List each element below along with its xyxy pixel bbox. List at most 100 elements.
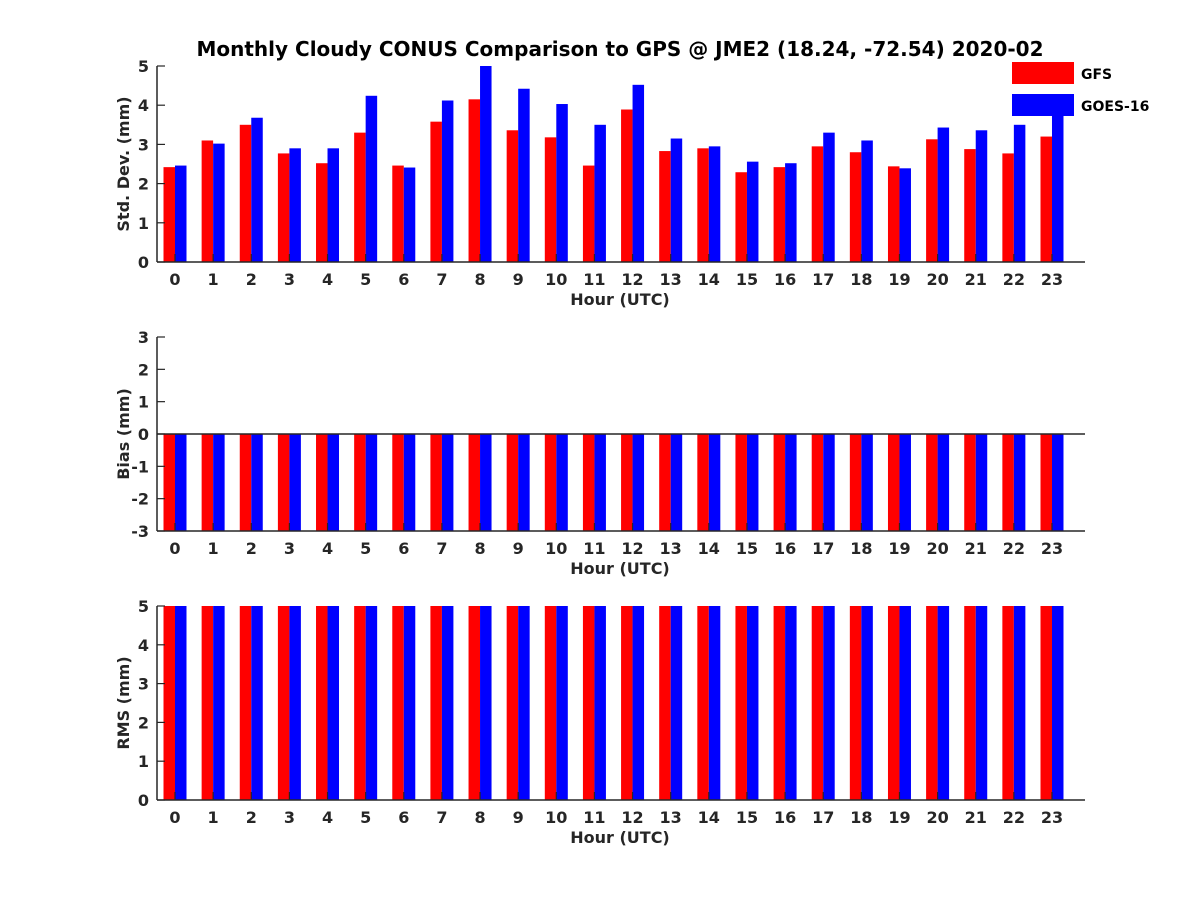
bias-x-tick-label: 23 — [1041, 539, 1063, 558]
rms-bar-gfs-hour-2 — [239, 606, 252, 800]
bias-y-tick-label: 0 — [138, 425, 149, 444]
bias-bar-gfs-hour-9 — [506, 434, 519, 531]
bias-bar-goes16-hour-13 — [670, 434, 683, 531]
bias-bar-gfs-hour-23 — [1040, 434, 1052, 531]
bias-x-tick-label: 10 — [545, 539, 567, 558]
bias-y-axis-label: Bias (mm) — [114, 388, 133, 480]
bias-x-tick-label: 7 — [436, 539, 447, 558]
bias-bar-gfs-hour-8 — [468, 434, 481, 531]
rms-bar-goes16-hour-9 — [518, 606, 530, 800]
bias-bar-gfs-hour-21 — [964, 434, 976, 531]
std-dev-bar-goes16-hour-17 — [823, 132, 835, 262]
std-dev-bar-goes16-hour-4 — [327, 148, 340, 262]
bias-bar-gfs-hour-0 — [163, 434, 175, 531]
bias-x-tick-label: 15 — [736, 539, 758, 558]
rms-y-tick-label: 4 — [138, 636, 149, 655]
rms-bar-gfs-hour-17 — [811, 606, 824, 800]
rms-x-tick-label: 6 — [398, 808, 409, 827]
bias-bar-goes16-hour-12 — [632, 434, 645, 531]
bias-bar-goes16-hour-20 — [937, 434, 950, 531]
bias-bar-goes16-hour-18 — [861, 434, 873, 531]
rms-x-tick-label: 20 — [926, 808, 948, 827]
rms-y-tick-label: 3 — [138, 675, 149, 694]
std-dev-x-tick-label: 18 — [850, 270, 872, 289]
rms-x-tick-label: 4 — [322, 808, 333, 827]
rms-x-tick-label: 0 — [169, 808, 180, 827]
rms-y-tick-label: 1 — [138, 752, 149, 771]
std-dev-bar-goes16-hour-15 — [746, 161, 759, 262]
std-dev-y-tick-label: 1 — [138, 214, 149, 233]
std-dev-bar-gfs-hour-8 — [468, 99, 481, 262]
std-dev-bar-gfs-hour-16 — [773, 167, 786, 262]
bias-bar-gfs-hour-7 — [430, 434, 442, 531]
bias-bar-goes16-hour-8 — [480, 434, 492, 531]
rms-bar-gfs-hour-13 — [659, 606, 671, 800]
std-dev-x-axis-label: Hour (UTC) — [570, 290, 670, 309]
rms-x-tick-label: 19 — [888, 808, 910, 827]
rms-bar-goes16-hour-0 — [175, 606, 187, 800]
bias-bar-goes16-hour-1 — [213, 434, 225, 531]
std-dev-bar-goes16-hour-21 — [975, 130, 988, 262]
std-dev-bar-gfs-hour-14 — [697, 148, 709, 262]
bias-bar-gfs-hour-14 — [697, 434, 709, 531]
std-dev-bar-goes16-hour-7 — [441, 100, 454, 262]
std-dev-x-tick-label: 17 — [812, 270, 834, 289]
rms-x-tick-label: 8 — [474, 808, 485, 827]
std-dev-bar-gfs-hour-5 — [354, 132, 366, 262]
bias-bar-gfs-hour-20 — [926, 434, 938, 531]
std-dev-x-tick-label: 23 — [1041, 270, 1063, 289]
std-dev-x-tick-label: 9 — [513, 270, 524, 289]
rms-bar-gfs-hour-7 — [430, 606, 442, 800]
rms-bar-goes16-hour-13 — [670, 606, 683, 800]
std-dev-y-tick-label: 3 — [138, 135, 149, 154]
bias-y-tick-label: 3 — [138, 328, 149, 347]
std-dev-bar-goes16-hour-9 — [518, 88, 530, 263]
bias-bar-gfs-hour-17 — [811, 434, 824, 531]
rms-bar-goes16-hour-6 — [403, 606, 416, 800]
std-dev-x-tick-label: 11 — [583, 270, 605, 289]
bias-x-tick-label: 2 — [246, 539, 257, 558]
bias-bar-gfs-hour-1 — [201, 434, 214, 531]
bias-x-tick-label: 0 — [169, 539, 180, 558]
bias-bar-gfs-hour-16 — [773, 434, 786, 531]
bias-bar-goes16-hour-2 — [251, 434, 263, 531]
std-dev-bar-goes16-hour-13 — [670, 138, 683, 262]
std-dev-bar-goes16-hour-20 — [937, 127, 950, 262]
std-dev-bar-gfs-hour-4 — [316, 163, 328, 262]
rms-bar-gfs-hour-21 — [964, 606, 976, 800]
rms-x-tick-label: 14 — [698, 808, 720, 827]
bias-bar-goes16-hour-10 — [556, 434, 568, 531]
std-dev-bar-gfs-hour-0 — [163, 167, 175, 262]
bias-x-tick-label: 5 — [360, 539, 371, 558]
std-dev-bar-goes16-hour-18 — [861, 140, 873, 262]
rms-x-tick-label: 22 — [1003, 808, 1025, 827]
std-dev-bar-gfs-hour-12 — [621, 109, 633, 262]
std-dev-bar-gfs-hour-1 — [201, 140, 214, 262]
bias-x-tick-label: 18 — [850, 539, 872, 558]
std-dev-bar-gfs-hour-22 — [1002, 153, 1014, 262]
std-dev-bar-gfs-hour-17 — [811, 146, 824, 262]
rms-x-tick-label: 11 — [583, 808, 605, 827]
bias-bar-gfs-hour-19 — [887, 434, 900, 531]
std-dev-x-tick-label: 14 — [698, 270, 720, 289]
rms-bar-gfs-hour-14 — [697, 606, 709, 800]
std-dev-bar-gfs-hour-23 — [1040, 136, 1052, 262]
rms-bar-goes16-hour-21 — [975, 606, 988, 800]
rms-bar-gfs-hour-4 — [316, 606, 328, 800]
rms-bar-goes16-hour-19 — [899, 606, 911, 800]
std-dev-y-tick-label: 2 — [138, 175, 149, 194]
bias-x-tick-label: 22 — [1003, 539, 1025, 558]
bias-bar-gfs-hour-10 — [544, 434, 557, 531]
bias-bar-goes16-hour-4 — [327, 434, 340, 531]
rms-bar-goes16-hour-4 — [327, 606, 340, 800]
std-dev-bar-gfs-hour-15 — [735, 172, 747, 262]
std-dev-x-tick-label: 21 — [965, 270, 987, 289]
bias-bar-goes16-hour-22 — [1013, 434, 1026, 531]
bias-x-tick-label: 20 — [926, 539, 948, 558]
std-dev-bar-goes16-hour-2 — [251, 117, 263, 263]
rms-x-tick-label: 23 — [1041, 808, 1063, 827]
